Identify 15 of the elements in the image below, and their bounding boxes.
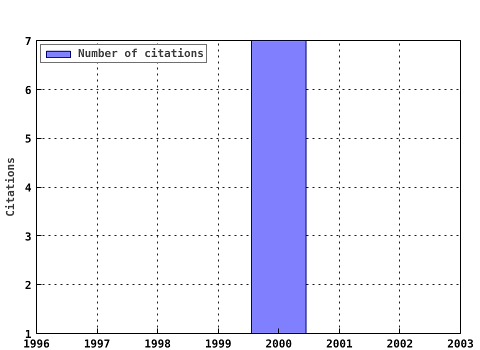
x-tick-label: 2002 <box>386 338 414 350</box>
x-tick-label: 1999 <box>204 338 232 350</box>
x-tick-label: 2003 <box>447 338 474 350</box>
y-axis-title: Citations <box>4 157 17 217</box>
y-tick-label: 2 <box>24 279 32 292</box>
x-tick-label: 2000 <box>266 338 292 350</box>
y-tick-label: 6 <box>24 84 32 97</box>
x-tick-label: 1997 <box>84 338 110 350</box>
legend-label: Number of citations <box>78 47 204 60</box>
y-tick-label: 3 <box>24 230 32 244</box>
y-tick-label: 5 <box>24 132 32 146</box>
x-tick-label: 1998 <box>144 338 171 350</box>
x-tick-label: 2001 <box>326 338 353 350</box>
y-tick-label: 7 <box>24 35 32 48</box>
y-tick-label: 4 <box>24 182 32 194</box>
